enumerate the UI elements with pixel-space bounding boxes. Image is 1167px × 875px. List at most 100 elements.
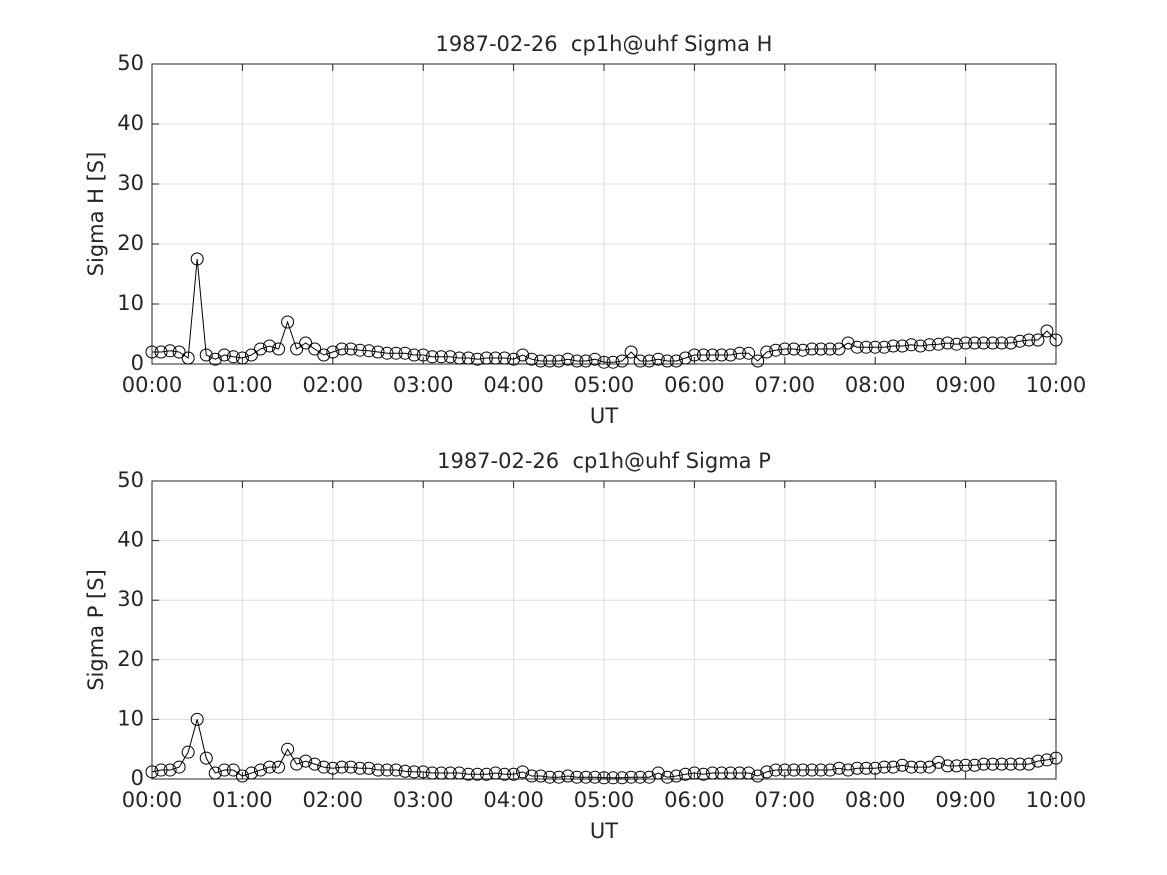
data-point xyxy=(172,345,186,359)
data-point xyxy=(244,766,258,780)
data-point xyxy=(995,336,1009,350)
data-point xyxy=(244,348,258,362)
data-point xyxy=(389,763,403,777)
data-point xyxy=(226,350,240,364)
x-tick-label: 06:00 xyxy=(664,373,725,397)
data-point xyxy=(642,770,656,784)
data-point xyxy=(877,760,891,774)
data-point xyxy=(461,767,475,781)
data-point xyxy=(543,770,557,784)
data-point xyxy=(1049,333,1063,347)
data-point xyxy=(371,345,385,359)
data-point xyxy=(796,343,810,357)
data-point xyxy=(968,758,982,772)
data-point xyxy=(226,763,240,777)
data-point xyxy=(525,352,539,366)
data-point xyxy=(489,766,503,780)
data-point xyxy=(941,759,955,773)
x-tick-label: 04:00 xyxy=(483,373,544,397)
data-point xyxy=(1013,757,1027,771)
data-point xyxy=(199,751,213,765)
x-tick-label: 02:00 xyxy=(303,373,364,397)
x-tick-label: 08:00 xyxy=(845,788,906,812)
data-point xyxy=(705,766,719,780)
data-point xyxy=(525,769,539,783)
axes-box xyxy=(151,63,1057,365)
data-point xyxy=(742,346,756,360)
data-point xyxy=(1031,754,1045,768)
data-point xyxy=(181,351,195,365)
y-tick-label: 20 xyxy=(117,647,144,671)
data-point xyxy=(669,354,683,368)
data-point xyxy=(624,770,638,784)
data-point xyxy=(552,354,566,368)
y-tick-label: 40 xyxy=(117,111,144,135)
data-point xyxy=(977,336,991,350)
data-point xyxy=(163,763,177,777)
data-point xyxy=(507,352,521,366)
data-point xyxy=(470,767,484,781)
data-point xyxy=(498,351,512,365)
data-point xyxy=(145,345,159,359)
x-tick-label: 06:00 xyxy=(664,788,725,812)
data-point xyxy=(235,769,249,783)
data-point xyxy=(443,350,457,364)
data-point xyxy=(859,340,873,354)
y-tick-label: 20 xyxy=(117,231,144,255)
data-point xyxy=(344,760,358,774)
data-point xyxy=(669,769,683,783)
data-point xyxy=(416,765,430,779)
x-axis-label: UT xyxy=(590,819,618,843)
data-point xyxy=(1040,753,1054,767)
data-point xyxy=(308,342,322,356)
x-tick-label: 10:00 xyxy=(1026,788,1087,812)
data-point xyxy=(380,346,394,360)
data-point xyxy=(479,767,493,781)
data-point xyxy=(208,766,222,780)
data-point xyxy=(805,342,819,356)
data-point xyxy=(895,758,909,772)
data-point xyxy=(389,346,403,360)
data-point xyxy=(353,343,367,357)
data-point xyxy=(814,763,828,777)
data-point xyxy=(534,769,548,783)
data-point xyxy=(461,351,475,365)
data-point xyxy=(633,770,647,784)
x-tick-label: 00:00 xyxy=(122,373,183,397)
data-point xyxy=(624,345,638,359)
data-point xyxy=(588,352,602,366)
data-point xyxy=(507,767,521,781)
data-point xyxy=(751,769,765,783)
y-axis-label: Sigma P [S] xyxy=(84,569,108,691)
data-point xyxy=(950,759,964,773)
data-point xyxy=(941,336,955,350)
data-point xyxy=(154,763,168,777)
data-point xyxy=(516,348,530,362)
data-point xyxy=(290,757,304,771)
data-point xyxy=(353,761,367,775)
data-point xyxy=(597,771,611,785)
data-point xyxy=(769,343,783,357)
data-point xyxy=(904,338,918,352)
data-point xyxy=(263,760,277,774)
data-point xyxy=(434,766,448,780)
data-point xyxy=(434,350,448,364)
chart-title: 1987-02-26 cp1h@uhf Sigma P xyxy=(437,449,771,473)
data-point xyxy=(615,354,629,368)
data-point xyxy=(362,761,376,775)
data-point xyxy=(362,344,376,358)
data-point xyxy=(868,761,882,775)
data-point xyxy=(687,348,701,362)
data-point xyxy=(1031,333,1045,347)
data-point xyxy=(959,758,973,772)
data-point xyxy=(588,770,602,784)
data-point xyxy=(705,348,719,362)
data-point xyxy=(425,350,439,364)
data-point xyxy=(335,342,349,356)
data-point xyxy=(263,339,277,353)
data-point xyxy=(579,770,593,784)
data-point xyxy=(199,348,213,362)
data-point xyxy=(371,763,385,777)
x-tick-label: 10:00 xyxy=(1026,373,1087,397)
x-tick-label: 07:00 xyxy=(755,788,816,812)
